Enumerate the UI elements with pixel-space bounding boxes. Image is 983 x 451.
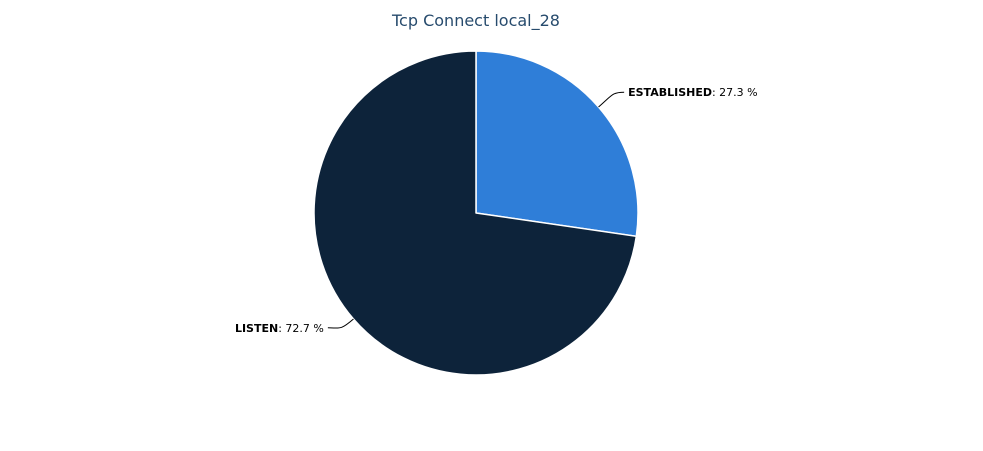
data-label-value: : 72.7 %	[278, 322, 324, 335]
pie-slice-established[interactable]	[475, 50, 639, 238]
pie-slices	[313, 50, 639, 376]
data-label-name: ESTABLISHED	[628, 86, 712, 99]
pie-labels: ESTABLISHED: 27.3 % LISTEN: 72.7 %	[235, 86, 758, 335]
data-label-name: LISTEN	[235, 322, 278, 335]
connector-established	[598, 91, 625, 108]
data-label-listen: LISTEN: 72.7 %	[235, 322, 324, 335]
chart-title: Tcp Connect local_28	[391, 11, 560, 31]
connector-listen	[327, 318, 354, 329]
data-label-established: ESTABLISHED: 27.3 %	[628, 86, 758, 99]
data-label-value: : 27.3 %	[712, 86, 758, 99]
